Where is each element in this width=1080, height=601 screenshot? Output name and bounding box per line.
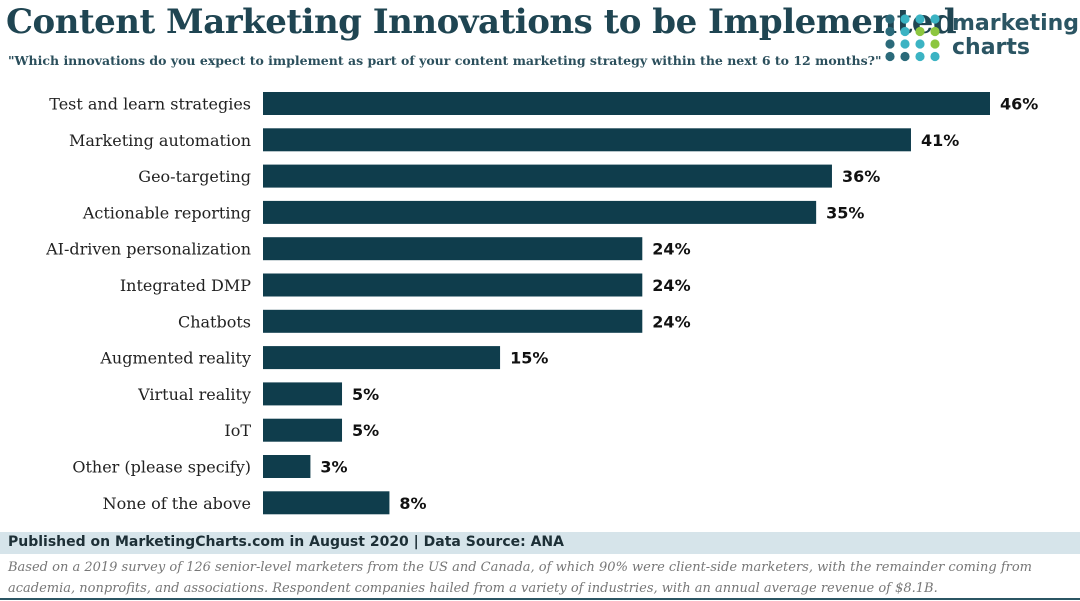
category-label: Geo-targeting xyxy=(138,167,251,186)
bar xyxy=(263,92,990,115)
logo-dot xyxy=(900,51,910,62)
logo-dot xyxy=(900,39,910,49)
published-source-line: Published on MarketingCharts.com in Augu… xyxy=(8,534,564,550)
bar xyxy=(263,128,911,152)
bar xyxy=(263,382,343,406)
value-label: 46% xyxy=(1000,95,1038,114)
logo-dot xyxy=(885,26,895,37)
category-label: Actionable reporting xyxy=(82,203,251,222)
bar xyxy=(263,273,643,297)
category-label: AI-driven personalization xyxy=(45,240,251,259)
marketing-charts-logo: marketing charts xyxy=(882,12,1079,64)
category-label: Virtual reality xyxy=(137,385,251,404)
survey-note: Based on a 2019 survey of 126 senior-lev… xyxy=(8,560,1033,596)
category-label: Integrated DMP xyxy=(120,276,251,295)
value-label: 24% xyxy=(652,276,690,295)
chart-title: Content Marketing Innovations to be Impl… xyxy=(6,2,957,42)
logo-dot xyxy=(885,39,895,49)
value-label: 24% xyxy=(652,312,690,331)
category-label: Augmented reality xyxy=(99,349,251,368)
category-label: None of the above xyxy=(103,494,251,513)
bar xyxy=(263,237,643,261)
logo-dots-icon xyxy=(885,14,940,62)
value-label: 3% xyxy=(320,458,347,477)
bar xyxy=(263,309,643,333)
logo-dot xyxy=(915,51,925,62)
value-label: 41% xyxy=(921,131,959,150)
logo-dot xyxy=(885,14,895,24)
logo-line-1: marketing xyxy=(952,11,1080,36)
value-label: 5% xyxy=(352,385,379,404)
bottom-divider xyxy=(0,598,1080,600)
value-label: 36% xyxy=(842,167,880,186)
value-label: 15% xyxy=(510,349,548,368)
value-label: 35% xyxy=(826,203,864,222)
category-label: IoT xyxy=(224,421,251,440)
logo-text: marketing charts xyxy=(952,12,1079,60)
logo-dot xyxy=(885,51,895,62)
category-label: Marketing automation xyxy=(69,131,251,150)
bar xyxy=(263,491,390,515)
logo-dot xyxy=(900,14,910,24)
bar-chart: Test and learn strategies 46% Marketing au… xyxy=(45,92,1038,515)
category-label: Chatbots xyxy=(178,312,251,331)
logo-dot xyxy=(930,39,940,49)
logo-dot xyxy=(915,14,925,24)
value-label: 8% xyxy=(399,494,426,513)
logo-dot xyxy=(900,26,910,37)
footer-bar: Published on MarketingCharts.com in Augu… xyxy=(0,532,1080,554)
category-label: Other (please specify) xyxy=(72,458,251,477)
bar xyxy=(263,455,311,478)
logo-dot xyxy=(930,14,940,24)
logo-dot xyxy=(930,51,940,62)
bar xyxy=(263,418,343,442)
bar xyxy=(263,346,501,370)
logo-dot xyxy=(930,26,940,37)
category-label: Test and learn strategies xyxy=(49,95,251,114)
logo-dot xyxy=(915,26,925,37)
logo-line-2: charts xyxy=(952,35,1031,60)
value-label: 5% xyxy=(352,421,379,440)
chart-subtitle: "Which innovations do you expect to impl… xyxy=(8,53,882,68)
value-label: 24% xyxy=(652,240,690,259)
bar xyxy=(263,200,817,224)
bar xyxy=(263,164,832,188)
logo-dot xyxy=(915,39,925,49)
